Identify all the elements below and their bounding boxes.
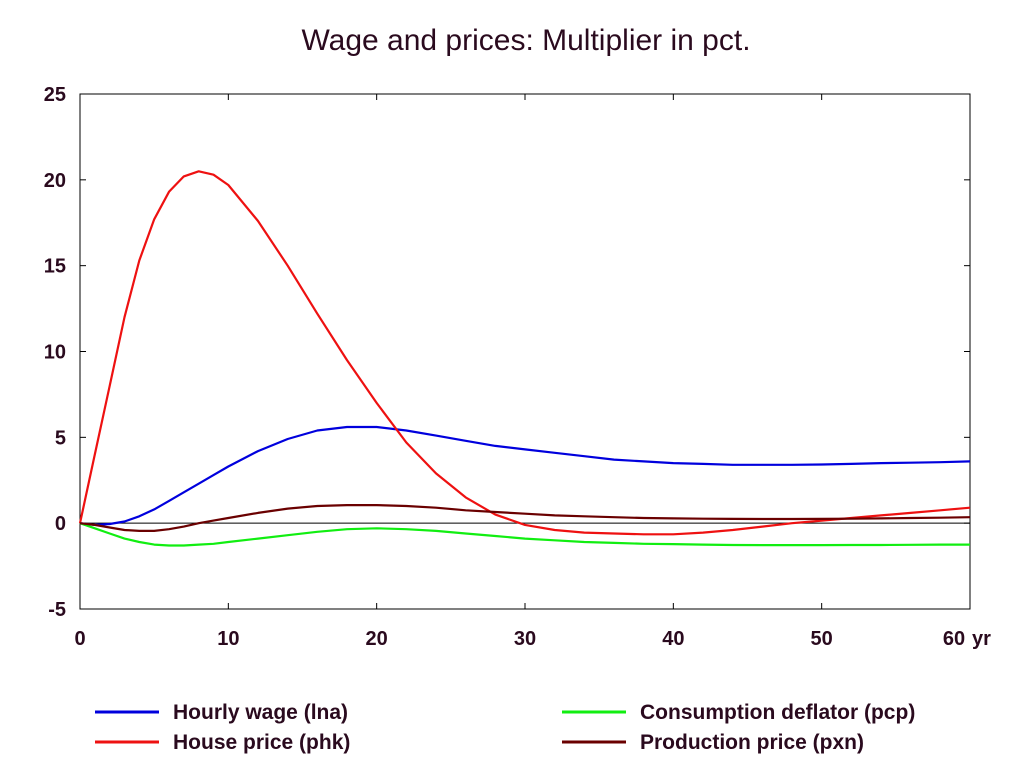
legend-label-0: Hourly wage (lna)	[173, 701, 348, 724]
plot-frame	[79, 93, 971, 610]
y-tick-label: 0	[55, 513, 66, 535]
x-tick-label: 0	[74, 628, 85, 650]
legend-label-2: Consumption deflator (pcp)	[640, 701, 915, 724]
x-tick-label: 40	[662, 628, 684, 650]
x-unit-label: yr	[972, 628, 991, 650]
y-tick-label: 15	[44, 256, 66, 278]
y-tick-label: -5	[48, 599, 66, 621]
y-tick-label: 25	[44, 84, 66, 106]
y-tick-label: 20	[44, 170, 66, 192]
legend-label-1: House price (phk)	[173, 731, 350, 754]
y-tick-label: 10	[44, 342, 66, 364]
x-tick-label: 20	[366, 628, 388, 650]
x-tick-label: 10	[217, 628, 239, 650]
x-tick-label: 30	[514, 628, 536, 650]
x-tick-label: 60	[943, 628, 965, 650]
series-line-1	[78, 170, 971, 536]
series-line-3	[79, 504, 971, 533]
x-tick-label: 50	[811, 628, 833, 650]
y-tick-label: 5	[55, 427, 66, 449]
series-line-0	[79, 425, 971, 527]
chart-title: Wage and prices: Multiplier in pct.	[301, 24, 750, 57]
legend-label-3: Production price (pxn)	[640, 731, 864, 754]
series-line-2	[79, 522, 970, 547]
